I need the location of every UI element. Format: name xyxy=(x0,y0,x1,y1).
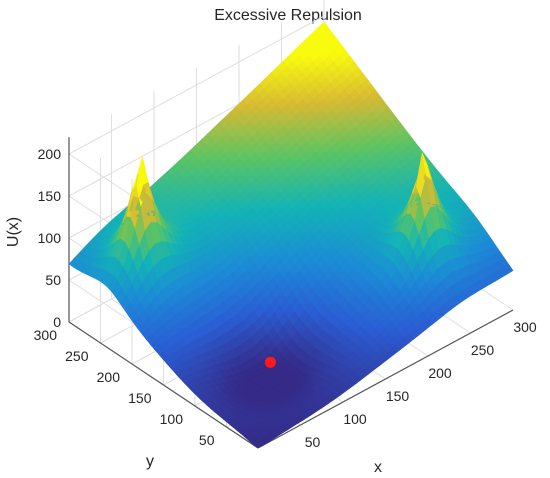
x-tick-label: 100 xyxy=(343,411,367,427)
y-tick-label: 300 xyxy=(34,327,58,343)
x-axis-label: x xyxy=(374,459,382,476)
y-axis-label: y xyxy=(146,453,154,470)
chart-title: Excessive Repulsion xyxy=(214,7,362,24)
y-axis-line xyxy=(68,321,259,449)
y-tick-label: 150 xyxy=(128,390,152,406)
z-tick-label: 0 xyxy=(53,314,61,330)
x-axis-line xyxy=(257,309,514,449)
x-tick-label: 150 xyxy=(386,388,410,404)
minimum-point xyxy=(264,356,276,368)
minimum-marker xyxy=(264,356,276,368)
axis-ticks: 5010015020025030050100150200250300050100… xyxy=(34,146,537,450)
y-tick-label: 250 xyxy=(65,348,89,364)
z-tick-label: 100 xyxy=(38,230,62,246)
x-tick-label: 50 xyxy=(305,434,321,450)
y-tick-label: 100 xyxy=(160,411,184,427)
x-tick-label: 300 xyxy=(513,319,537,335)
z-axis-label: U(x) xyxy=(5,217,22,247)
grid-line xyxy=(68,15,325,155)
x-tick-label: 250 xyxy=(471,342,495,358)
surface-mesh xyxy=(68,21,514,449)
surface-patch xyxy=(502,264,514,275)
z-tick-label: 150 xyxy=(38,188,62,204)
z-tick-label: 50 xyxy=(45,272,61,288)
y-tick-label: 50 xyxy=(199,432,215,448)
z-tick-label: 200 xyxy=(38,146,62,162)
x-tick-label: 200 xyxy=(428,365,452,381)
y-tick-label: 200 xyxy=(97,369,121,385)
